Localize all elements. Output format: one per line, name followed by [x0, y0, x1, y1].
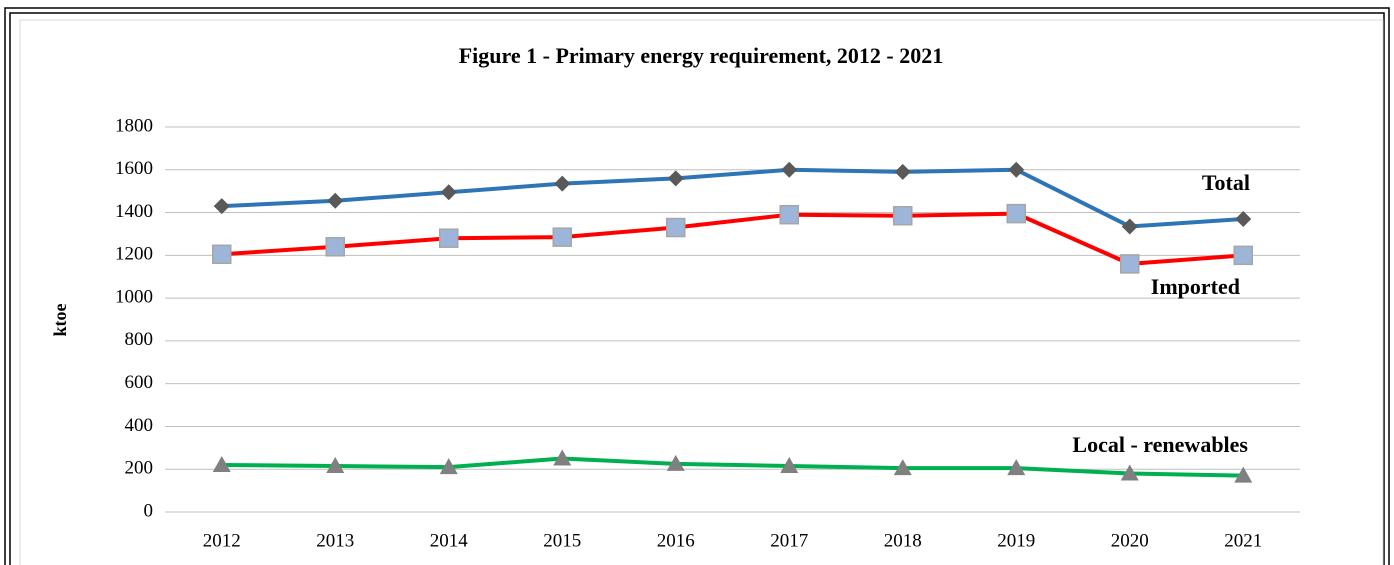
series-label: Local - renewables [1072, 432, 1248, 457]
x-tick-label: 2013 [316, 530, 354, 551]
chart-area [19, 19, 1384, 565]
point-marker [1007, 459, 1026, 476]
point-marker [554, 175, 571, 192]
chart-title: Figure 1 - Primary energy requirement, 2… [459, 43, 944, 68]
y-tick-label: 1200 [115, 244, 153, 265]
x-tick-label: 2012 [203, 530, 241, 551]
series-line [221, 167, 1244, 229]
y-tick-label: 800 [125, 329, 154, 350]
y-tick-label: 1800 [115, 115, 153, 136]
point-marker [1121, 218, 1138, 235]
point-marker [894, 163, 911, 180]
y-tick-label: 1000 [115, 286, 153, 307]
point-marker [1006, 203, 1026, 224]
y-tick-label: 1600 [115, 158, 153, 179]
x-tick-label: 2017 [770, 530, 808, 551]
point-marker [327, 192, 344, 209]
x-tick-label: 2015 [543, 530, 581, 551]
point-marker [326, 457, 345, 474]
y-axis-label: ktoe [50, 303, 70, 336]
point-marker [440, 184, 457, 201]
x-tick-label: 2019 [997, 530, 1035, 551]
series-label: Total [1202, 170, 1250, 195]
x-tick-label: 2016 [657, 530, 695, 551]
y-tick-label: 200 [125, 458, 154, 479]
point-marker [1120, 254, 1140, 274]
inner-frame [9, 12, 1385, 565]
point-marker [1008, 161, 1025, 178]
point-marker [1235, 210, 1252, 227]
point-marker [553, 449, 572, 466]
point-marker [552, 227, 572, 247]
point-marker [667, 170, 684, 187]
series-label: Imported [1151, 274, 1240, 299]
point-marker [666, 454, 685, 471]
point-marker [1120, 464, 1139, 481]
x-tick-label: 2018 [884, 530, 922, 551]
y-tick-label: 400 [125, 415, 154, 436]
outer-frame [4, 7, 1390, 565]
point-marker [1233, 245, 1253, 266]
y-tick-label: 1400 [115, 201, 153, 222]
y-tick-label: 0 [144, 500, 154, 521]
point-marker [439, 228, 459, 248]
series-line [221, 456, 1244, 478]
point-marker [439, 458, 458, 475]
point-marker [666, 217, 686, 238]
point-marker [212, 455, 231, 472]
point-marker [213, 198, 230, 215]
x-tick-label: 2014 [430, 530, 469, 551]
y-tick-label: 600 [125, 372, 154, 393]
series-line [221, 211, 1244, 266]
point-marker [1234, 466, 1253, 483]
point-marker [893, 206, 913, 226]
point-marker [780, 457, 799, 474]
point-marker [325, 237, 345, 257]
point-marker [212, 244, 232, 265]
point-marker [781, 161, 798, 178]
point-marker [779, 204, 799, 225]
point-marker [893, 459, 912, 476]
x-tick-label: 2021 [1224, 530, 1262, 551]
x-tick-label: 2020 [1111, 530, 1149, 551]
